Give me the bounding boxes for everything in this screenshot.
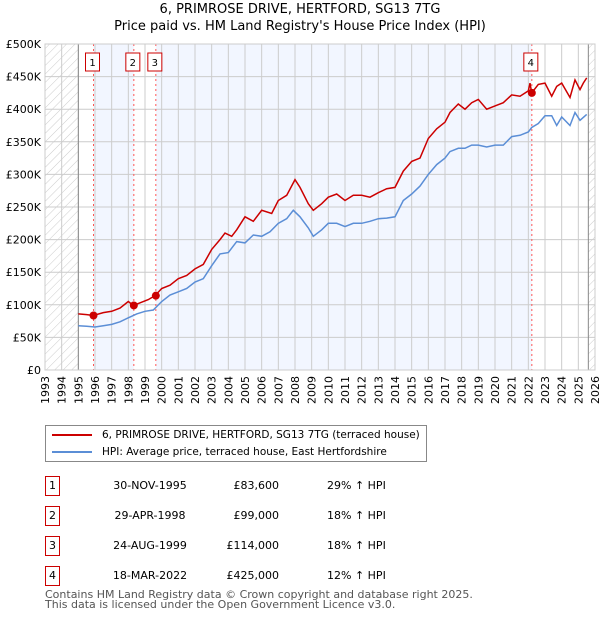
sale-label: 4 [528, 58, 534, 69]
transaction-number: 4 [45, 566, 60, 586]
transaction-date: 29-APR-1998 [114, 509, 186, 522]
x-tick-label: 2020 [489, 376, 502, 404]
x-tick-label: 2023 [539, 376, 552, 404]
transaction-row: 2 29-APR-1998 £99,000 18% ↑ HPI [45, 506, 445, 526]
transaction-hpi-diff: 29% ↑ HPI [327, 479, 386, 492]
x-tick-label: 1995 [72, 376, 85, 404]
sale-point [129, 301, 138, 310]
sale-point [527, 88, 536, 97]
transaction-hpi-diff: 18% ↑ HPI [327, 509, 386, 522]
chart-subtitle: Price paid vs. HM Land Registry's House … [114, 19, 486, 34]
transaction-number: 1 [45, 476, 60, 496]
transaction-date: 18-MAR-2022 [112, 569, 188, 582]
legend-label: HPI: Average price, terraced house, East… [102, 446, 387, 458]
legend-label: 6, PRIMROSE DRIVE, HERTFORD, SG13 7TG (t… [102, 429, 420, 441]
x-tick-label: 2007 [272, 376, 285, 404]
y-tick-label: £300K [6, 168, 42, 181]
sale-point [151, 291, 160, 300]
x-tick-label: 1999 [139, 376, 152, 404]
y-tick-label: £50K [13, 331, 42, 344]
footer-licence: This data is licensed under the Open Gov… [45, 598, 396, 611]
plot-border [44, 43, 596, 371]
transaction-hpi-diff: 12% ↑ HPI [327, 569, 386, 582]
chart-legend: 6, PRIMROSE DRIVE, HERTFORD, SG13 7TG (t… [45, 425, 427, 462]
x-tick-label: 2014 [389, 376, 402, 404]
legend-item-hpi: HPI: Average price, terraced house, East… [52, 444, 387, 460]
sale-point [89, 311, 98, 320]
x-tick-label: 2002 [189, 376, 202, 404]
x-tick-label: 2026 [589, 376, 600, 404]
x-tick-label: 2025 [572, 376, 585, 404]
x-tick-label: 2004 [222, 376, 235, 404]
x-tick-label: 2010 [322, 376, 335, 404]
x-tick-label: 2018 [456, 376, 469, 404]
transaction-price: £83,600 [233, 479, 280, 492]
x-tick-label: 2019 [472, 376, 485, 404]
transaction-date: 24-AUG-1999 [113, 539, 187, 552]
sale-label-box [85, 52, 100, 72]
footer-copyright: Contains HM Land Registry data © Crown c… [45, 588, 473, 601]
x-tick-label: 2015 [406, 376, 419, 404]
sale-label: 1 [89, 58, 95, 69]
transaction-number: 2 [45, 506, 60, 526]
sale-label-box [523, 52, 539, 72]
y-tick-label: £150K [6, 266, 42, 279]
x-tick-label: 2024 [556, 376, 569, 404]
transaction-date: 30-NOV-1995 [113, 479, 187, 492]
transaction-row: 4 18-MAR-2022 £425,000 12% ↑ HPI [45, 566, 445, 586]
x-tick-label: 2016 [422, 376, 435, 404]
transaction-price: £99,000 [233, 509, 280, 522]
legend-swatch-red [52, 434, 92, 436]
x-tick-label: 2006 [256, 376, 269, 404]
sale-label-box [147, 52, 163, 72]
x-tick-label: 2011 [339, 376, 352, 404]
hpi-series-line [78, 110, 588, 328]
x-tick-label: 2009 [306, 376, 319, 404]
x-tick-label: 1997 [106, 376, 119, 404]
y-tick-label: £400K [6, 103, 42, 116]
y-tick-label: £350K [6, 136, 42, 149]
y-tick-label: £0 [27, 364, 41, 377]
x-tick-label: 2021 [506, 376, 519, 404]
y-tick-label: £250K [6, 201, 42, 214]
x-tick-label: 2017 [439, 376, 452, 404]
legend-item-property: 6, PRIMROSE DRIVE, HERTFORD, SG13 7TG (t… [52, 427, 420, 443]
x-tick-label: 2005 [239, 376, 252, 404]
sale-label-box [125, 52, 141, 72]
chart-title: 6, PRIMROSE DRIVE, HERTFORD, SG13 7TG [159, 2, 441, 17]
x-tick-label: 1996 [89, 376, 102, 404]
x-tick-label: 2001 [172, 376, 185, 404]
y-tick-label: £200K [6, 234, 42, 247]
x-tick-label: 2003 [206, 376, 219, 404]
x-tick-label: 1993 [39, 376, 52, 404]
transaction-row: 3 24-AUG-1999 £114,000 18% ↑ HPI [45, 536, 445, 556]
transaction-price: £425,000 [226, 569, 280, 582]
y-tick-label: £450K [6, 71, 42, 84]
x-tick-label: 2022 [522, 376, 535, 404]
price-chart: 1993 1994 1995 1996 1997 1998 1999 2000 2001 2002… [6, 38, 600, 404]
transaction-hpi-diff: 18% ↑ HPI [327, 539, 386, 552]
sale-label: 3 [152, 58, 158, 69]
x-tick-label: 2012 [356, 376, 369, 404]
legend-swatch-blue [52, 451, 92, 453]
x-tick-label: 1994 [56, 376, 69, 404]
y-tick-label: £100K [6, 299, 42, 312]
transaction-row: 1 30-NOV-1995 £83,600 29% ↑ HPI [45, 476, 445, 496]
transaction-price: £114,000 [226, 539, 280, 552]
y-tick-label: £500K [6, 38, 42, 51]
x-tick-label: 1998 [122, 376, 135, 404]
property-series-line [78, 77, 588, 317]
sale-label: 2 [130, 58, 136, 69]
x-tick-label: 2000 [156, 376, 169, 404]
transaction-number: 3 [45, 536, 60, 556]
x-tick-label: 2008 [289, 376, 302, 404]
x-tick-label: 2013 [372, 376, 385, 404]
